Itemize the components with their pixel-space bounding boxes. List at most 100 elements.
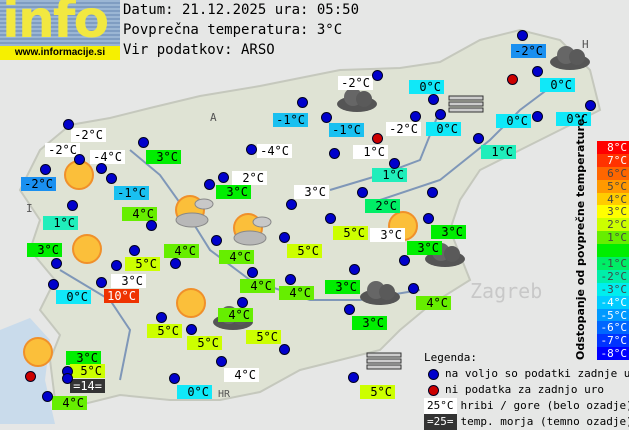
station-temperature: 3°C <box>66 351 101 365</box>
station-dot-ok[interactable] <box>297 97 308 108</box>
station-dot-ok[interactable] <box>279 232 290 243</box>
legend-title: Legenda: <box>424 350 629 366</box>
scale-step: 4°C <box>597 193 629 206</box>
station-dot-ok[interactable] <box>585 100 596 111</box>
station-temperature: 4°C <box>218 308 253 322</box>
station-temperature: 5°C <box>187 336 222 350</box>
scale-step: 5°C <box>597 180 629 193</box>
station-temperature: 10°C <box>104 289 139 303</box>
station-dot-ok[interactable] <box>74 154 85 165</box>
station-dot-ok[interactable] <box>48 279 59 290</box>
logo[interactable]: info www.informacije.si <box>0 0 120 60</box>
station-temperature: 3°C <box>325 280 360 294</box>
station-dot-ok[interactable] <box>428 94 439 105</box>
station-temperature: 4°C <box>122 207 157 221</box>
station-dot-ok[interactable] <box>399 255 410 266</box>
station-dot-ok[interactable] <box>286 199 297 210</box>
date-line: Datum: 21.12.2025 ura: 05:50 <box>123 2 359 18</box>
station-dot-ok[interactable] <box>357 187 368 198</box>
station-dot-ok[interactable] <box>211 235 222 246</box>
scale-step: 6°C <box>597 167 629 180</box>
station-temperature: -4°C <box>257 144 292 158</box>
station-dot-ok[interactable] <box>138 137 149 148</box>
station-dot-ok[interactable] <box>427 187 438 198</box>
station-dot-ok[interactable] <box>51 258 62 269</box>
data-source: Vir podatkov: ARSO <box>123 42 275 58</box>
station-temperature: 1°C <box>353 145 388 159</box>
station-dot-ok[interactable] <box>372 70 383 81</box>
station-dot-missing[interactable] <box>25 371 36 382</box>
station-dot-ok[interactable] <box>408 283 419 294</box>
station-dot-ok[interactable] <box>146 220 157 231</box>
logo-url[interactable]: www.informacije.si <box>0 46 120 60</box>
station-temperature: 4°C <box>240 279 275 293</box>
station-dot-ok[interactable] <box>325 213 336 224</box>
station-dot-missing[interactable] <box>372 133 383 144</box>
sunny-icon <box>24 338 52 366</box>
station-temperature: 0°C <box>540 78 575 92</box>
station-dot-ok[interactable] <box>410 111 421 122</box>
station-temperature: 2°C <box>232 171 267 185</box>
station-temperature: 1°C <box>481 145 516 159</box>
station-temperature: 1°C <box>43 216 78 230</box>
station-dot-ok[interactable] <box>170 258 181 269</box>
logo-text: info <box>2 0 107 50</box>
station-dot-ok[interactable] <box>279 344 290 355</box>
station-dot-ok[interactable] <box>96 277 107 288</box>
station-dot-ok[interactable] <box>389 158 400 169</box>
station-dot-ok[interactable] <box>216 356 227 367</box>
station-temperature: 4°C <box>279 286 314 300</box>
station-dot-missing[interactable] <box>507 74 518 85</box>
station-dot-ok[interactable] <box>348 372 359 383</box>
station-temperature: -4°C <box>90 150 125 164</box>
station-temperature: 5°C <box>287 244 322 258</box>
station-dot-ok[interactable] <box>186 324 197 335</box>
station-dot-ok[interactable] <box>237 297 248 308</box>
station-dot-ok[interactable] <box>349 264 360 275</box>
station-dot-ok[interactable] <box>285 274 296 285</box>
label-italy: I <box>26 202 33 215</box>
station-dot-ok[interactable] <box>63 119 74 130</box>
station-temperature: 5°C <box>360 385 395 399</box>
station-dot-ok[interactable] <box>111 260 122 271</box>
station-temperature: 4°C <box>219 250 254 264</box>
scale-title: Odstopanje od povprečne temperature: <box>574 140 587 360</box>
station-dot-ok[interactable] <box>532 66 543 77</box>
station-dot-ok[interactable] <box>423 213 434 224</box>
station-dot-ok[interactable] <box>156 312 167 323</box>
station-dot-ok[interactable] <box>67 200 78 211</box>
station-dot-ok[interactable] <box>42 391 53 402</box>
station-temperature: 3°C <box>431 225 466 239</box>
scale-step: -6°C <box>597 321 629 334</box>
blue-dot-icon <box>428 369 439 380</box>
station-dot-ok[interactable] <box>532 111 543 122</box>
station-dot-ok[interactable] <box>517 30 528 41</box>
station-dot-ok[interactable] <box>218 172 229 183</box>
scale-step: 2°C <box>597 218 629 231</box>
station-temperature: 5°C <box>70 364 105 378</box>
scale-step <box>597 244 629 257</box>
label-zagreb: Zagreb <box>470 279 542 303</box>
station-dot-ok[interactable] <box>247 267 258 278</box>
station-dot-ok[interactable] <box>169 373 180 384</box>
station-dot-ok[interactable] <box>129 245 140 256</box>
station-temperature: -2°C <box>386 122 421 136</box>
station-dot-ok[interactable] <box>246 144 257 155</box>
scale-step: -1°C <box>597 257 629 270</box>
legend-mountain: hribi / gore (belo ozadje) <box>461 398 629 414</box>
station-temperature: 3°C <box>111 274 146 288</box>
station-dot-ok[interactable] <box>204 179 215 190</box>
station-temperature: 0°C <box>496 114 531 128</box>
station-dot-ok[interactable] <box>96 163 107 174</box>
station-dot-ok[interactable] <box>106 173 117 184</box>
station-dot-ok[interactable] <box>329 148 340 159</box>
station-dot-ok[interactable] <box>321 112 332 123</box>
legend-mountain-sample: 25°C <box>424 398 457 414</box>
station-dot-ok[interactable] <box>435 109 446 120</box>
station-dot-ok[interactable] <box>40 164 51 175</box>
station-dot-ok[interactable] <box>473 133 484 144</box>
station-dot-ok[interactable] <box>62 373 73 384</box>
station-dot-ok[interactable] <box>344 304 355 315</box>
station-temperature: -1°C <box>329 123 364 137</box>
